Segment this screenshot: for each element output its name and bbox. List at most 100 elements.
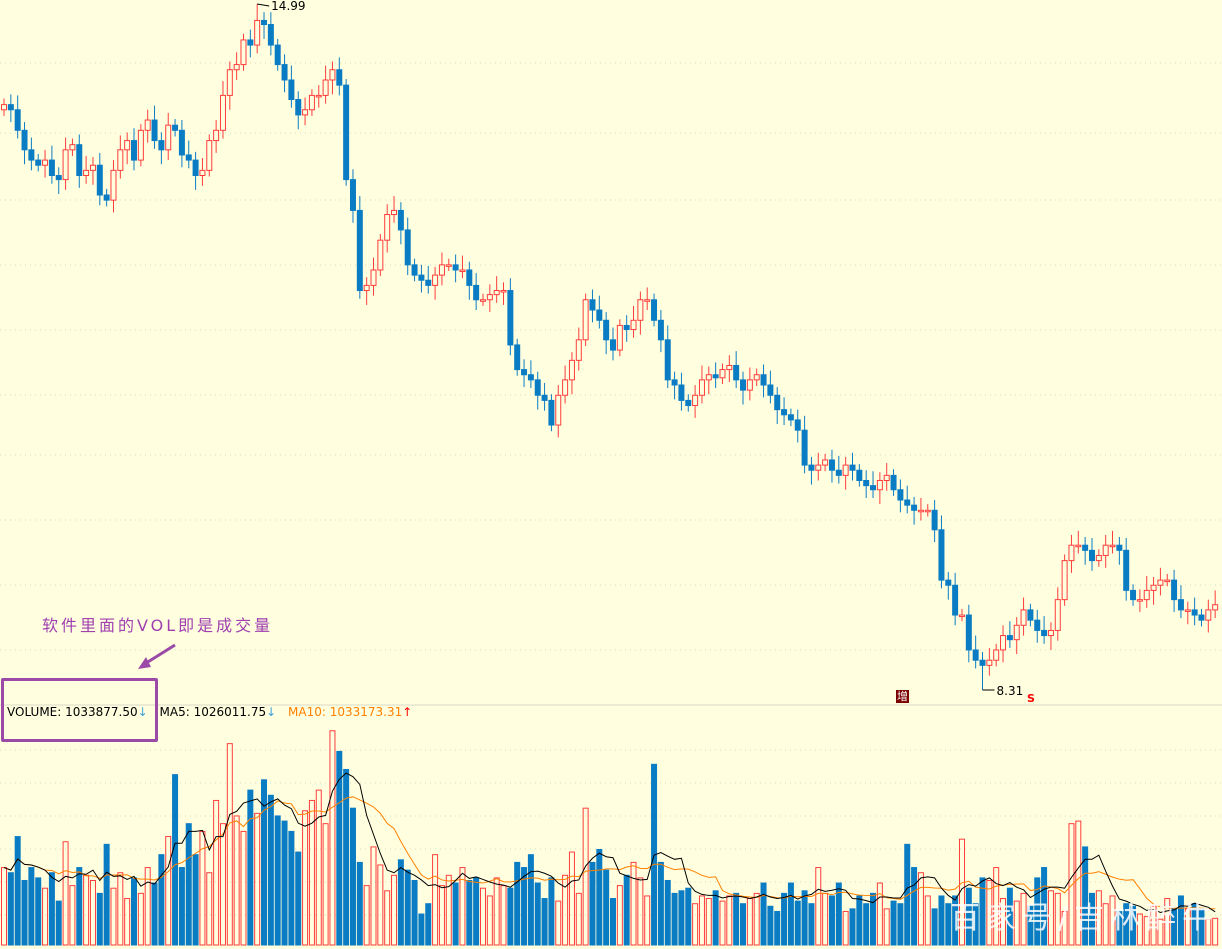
candle-body — [849, 464, 856, 471]
candle-body — [281, 64, 288, 81]
candle — [924, 504, 931, 517]
high-marker-pointer — [257, 3, 270, 7]
candle — [486, 284, 493, 313]
candle — [1143, 576, 1150, 608]
volume-bar — [192, 854, 199, 946]
volume-bar — [801, 890, 808, 946]
volume-bar — [295, 851, 302, 946]
volume-bar — [1198, 908, 1205, 946]
candle — [479, 293, 486, 306]
candle-body — [42, 159, 49, 166]
volume-bar — [514, 861, 521, 946]
candle-body — [1116, 544, 1123, 551]
candle-body — [1027, 609, 1034, 621]
candle — [1095, 549, 1102, 567]
candle-body — [767, 384, 774, 396]
increase-badge[interactable]: 增 — [896, 690, 909, 703]
s-marker[interactable]: S — [1027, 692, 1035, 705]
candle-body — [870, 485, 877, 491]
volume-bar — [1184, 908, 1191, 946]
volume-bar — [719, 900, 726, 946]
candle — [856, 464, 863, 487]
candle — [1013, 617, 1020, 655]
volume-bar — [356, 861, 363, 946]
candle-body — [1177, 599, 1184, 611]
candle — [1177, 585, 1184, 619]
candle — [774, 387, 781, 425]
candle-body — [787, 414, 794, 421]
volume-bar — [1123, 903, 1130, 946]
candle-body — [548, 399, 555, 426]
volume-bar — [904, 843, 911, 946]
candle-body — [165, 124, 172, 151]
candle-body — [1061, 560, 1068, 601]
candle-body — [418, 274, 425, 281]
candle-body — [28, 149, 35, 161]
volume-bar — [28, 867, 35, 946]
candle-body — [917, 509, 924, 513]
volume-bar — [418, 913, 425, 946]
candle — [363, 277, 370, 305]
volume-bar — [479, 887, 486, 946]
candle — [541, 382, 548, 411]
candle-body — [493, 290, 500, 296]
candle-body — [904, 499, 911, 506]
volume-bar — [83, 874, 90, 946]
candle — [521, 359, 528, 388]
candle-body — [897, 489, 904, 501]
candle — [370, 257, 377, 296]
volume-bar — [897, 903, 904, 946]
volume-bar — [219, 823, 226, 946]
candle-body — [616, 324, 623, 351]
candle-body — [1075, 544, 1082, 548]
volume-bar — [753, 892, 760, 946]
candle — [493, 276, 500, 303]
volume-bar — [1013, 900, 1020, 946]
candle-body — [158, 140, 165, 151]
volume-bar — [425, 903, 432, 946]
volume-bar — [623, 874, 630, 946]
volume-bar — [842, 910, 849, 946]
volume-bar — [438, 885, 445, 946]
high-price-label: 14.99 — [271, 0, 305, 13]
annotation-arrowhead — [138, 657, 151, 669]
candle-body — [1123, 549, 1130, 591]
volume-bar — [705, 898, 712, 946]
candle-body — [958, 614, 965, 618]
candle — [637, 291, 644, 335]
candle — [589, 289, 596, 323]
candle-body — [965, 614, 972, 651]
volume-bar — [1171, 908, 1178, 946]
candle-body — [1143, 589, 1150, 601]
candle — [247, 29, 254, 58]
candle-body — [678, 384, 685, 401]
candle — [876, 472, 883, 505]
volume-bar — [165, 836, 172, 946]
volume-bar — [1109, 895, 1116, 946]
candle-body — [110, 169, 117, 201]
candle — [890, 469, 897, 496]
candle-body — [213, 129, 220, 142]
volume-bar — [568, 851, 575, 946]
volume-bar — [979, 877, 986, 946]
candle — [1047, 622, 1054, 650]
candle — [726, 355, 733, 382]
candle — [377, 234, 384, 277]
candle — [1102, 534, 1109, 568]
candle-body — [438, 264, 445, 276]
candle-body — [842, 464, 849, 476]
candle — [527, 360, 534, 389]
candle — [870, 471, 877, 498]
candle — [397, 202, 404, 245]
candle-body — [740, 379, 747, 391]
candle-body — [274, 44, 281, 66]
volume-bar — [664, 879, 671, 946]
candle-body — [746, 379, 753, 391]
candle — [438, 252, 445, 286]
candle-body — [96, 164, 103, 196]
candle — [917, 497, 924, 521]
candle-body — [972, 649, 979, 661]
candle-body — [637, 299, 644, 321]
volume-bar — [698, 895, 705, 946]
